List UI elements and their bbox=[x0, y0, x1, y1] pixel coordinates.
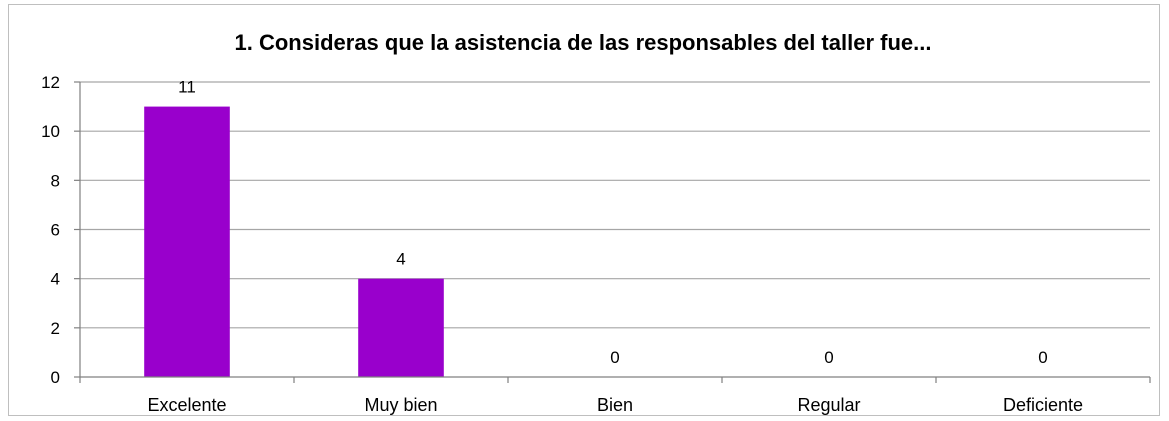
y-tick-label: 10 bbox=[41, 122, 60, 141]
data-labels: 11 4 0 0 0 bbox=[178, 78, 1048, 367]
data-label: 11 bbox=[178, 78, 196, 97]
x-axis-labels: Excelente Muy bien Bien Regular Deficiente bbox=[147, 395, 1083, 415]
data-label: 0 bbox=[824, 348, 833, 367]
x-tick-label: Muy bien bbox=[364, 395, 437, 415]
bars bbox=[144, 106, 444, 377]
gridlines bbox=[80, 81, 1150, 329]
y-tick-label: 2 bbox=[51, 319, 60, 338]
x-tick-label: Excelente bbox=[147, 395, 226, 415]
data-label: 0 bbox=[1038, 348, 1047, 367]
axes bbox=[79, 82, 1151, 383]
y-tick-label: 4 bbox=[51, 270, 60, 289]
y-axis-ticks: 0 2 4 6 8 10 12 bbox=[41, 73, 80, 387]
x-tick-label: Regular bbox=[797, 395, 860, 415]
x-tick-label: Deficiente bbox=[1003, 395, 1083, 415]
y-tick-label: 12 bbox=[41, 73, 60, 92]
y-tick-label: 6 bbox=[51, 221, 60, 240]
y-tick-label: 0 bbox=[51, 368, 60, 387]
bar-excelente bbox=[144, 106, 230, 377]
data-label: 0 bbox=[610, 348, 619, 367]
data-label: 4 bbox=[396, 250, 405, 269]
bar-muy-bien bbox=[358, 278, 444, 377]
chart-title: 1. Consideras que la asistencia de las r… bbox=[235, 30, 932, 55]
y-tick-label: 8 bbox=[51, 171, 60, 190]
x-tick-label: Bien bbox=[597, 395, 633, 415]
